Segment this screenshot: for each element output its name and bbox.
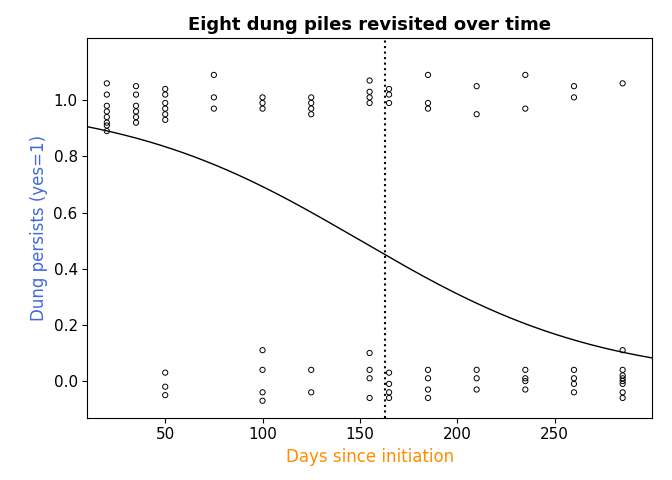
Point [423, 374, 433, 382]
Point [101, 80, 112, 87]
Point [384, 91, 394, 98]
Point [101, 108, 112, 115]
Point [384, 99, 394, 107]
Point [423, 105, 433, 112]
Point [364, 366, 375, 374]
Point [101, 121, 112, 129]
Point [160, 91, 171, 98]
Point [101, 127, 112, 135]
Point [101, 119, 112, 127]
Point [471, 110, 482, 118]
Point [306, 110, 317, 118]
Point [306, 99, 317, 107]
Point [618, 366, 628, 374]
Point [384, 394, 394, 402]
X-axis label: Days since initiation: Days since initiation [286, 448, 454, 466]
Point [423, 394, 433, 402]
Point [618, 80, 628, 87]
Point [130, 102, 141, 109]
Point [471, 374, 482, 382]
Point [471, 385, 482, 393]
Point [364, 77, 375, 84]
Point [520, 374, 531, 382]
Point [569, 388, 579, 396]
Point [618, 374, 628, 382]
Point [364, 88, 375, 96]
Point [520, 71, 531, 79]
Point [364, 374, 375, 382]
Point [618, 377, 628, 385]
Point [160, 369, 171, 376]
Point [160, 105, 171, 112]
Point [520, 105, 531, 112]
Point [130, 82, 141, 90]
Point [208, 105, 219, 112]
Point [257, 347, 268, 354]
Point [306, 94, 317, 101]
Point [101, 113, 112, 121]
Point [160, 85, 171, 93]
Point [257, 105, 268, 112]
Y-axis label: Dung persists (yes=1): Dung persists (yes=1) [30, 135, 48, 321]
Title: Eight dung piles revisited over time: Eight dung piles revisited over time [188, 16, 551, 34]
Point [101, 102, 112, 109]
Point [130, 91, 141, 98]
Point [618, 394, 628, 402]
Point [569, 366, 579, 374]
Point [364, 349, 375, 357]
Point [306, 366, 317, 374]
Point [306, 105, 317, 112]
Point [160, 110, 171, 118]
Point [423, 99, 433, 107]
Point [306, 388, 317, 396]
Point [208, 71, 219, 79]
Point [364, 394, 375, 402]
Point [618, 380, 628, 388]
Point [618, 372, 628, 379]
Point [160, 99, 171, 107]
Point [257, 94, 268, 101]
Point [364, 99, 375, 107]
Point [384, 85, 394, 93]
Point [569, 94, 579, 101]
Point [471, 82, 482, 90]
Point [160, 391, 171, 399]
Point [618, 388, 628, 396]
Point [471, 366, 482, 374]
Point [423, 366, 433, 374]
Point [569, 374, 579, 382]
Point [520, 385, 531, 393]
Point [130, 119, 141, 127]
Point [130, 113, 141, 121]
Point [520, 366, 531, 374]
Point [257, 366, 268, 374]
Point [101, 91, 112, 98]
Point [423, 385, 433, 393]
Point [569, 380, 579, 388]
Point [384, 388, 394, 396]
Point [364, 94, 375, 101]
Point [257, 397, 268, 405]
Point [384, 380, 394, 388]
Point [208, 94, 219, 101]
Point [160, 116, 171, 124]
Point [257, 99, 268, 107]
Point [618, 347, 628, 354]
Point [160, 383, 171, 391]
Point [130, 108, 141, 115]
Point [569, 82, 579, 90]
Point [520, 377, 531, 385]
Point [257, 388, 268, 396]
Point [384, 369, 394, 376]
Point [423, 71, 433, 79]
